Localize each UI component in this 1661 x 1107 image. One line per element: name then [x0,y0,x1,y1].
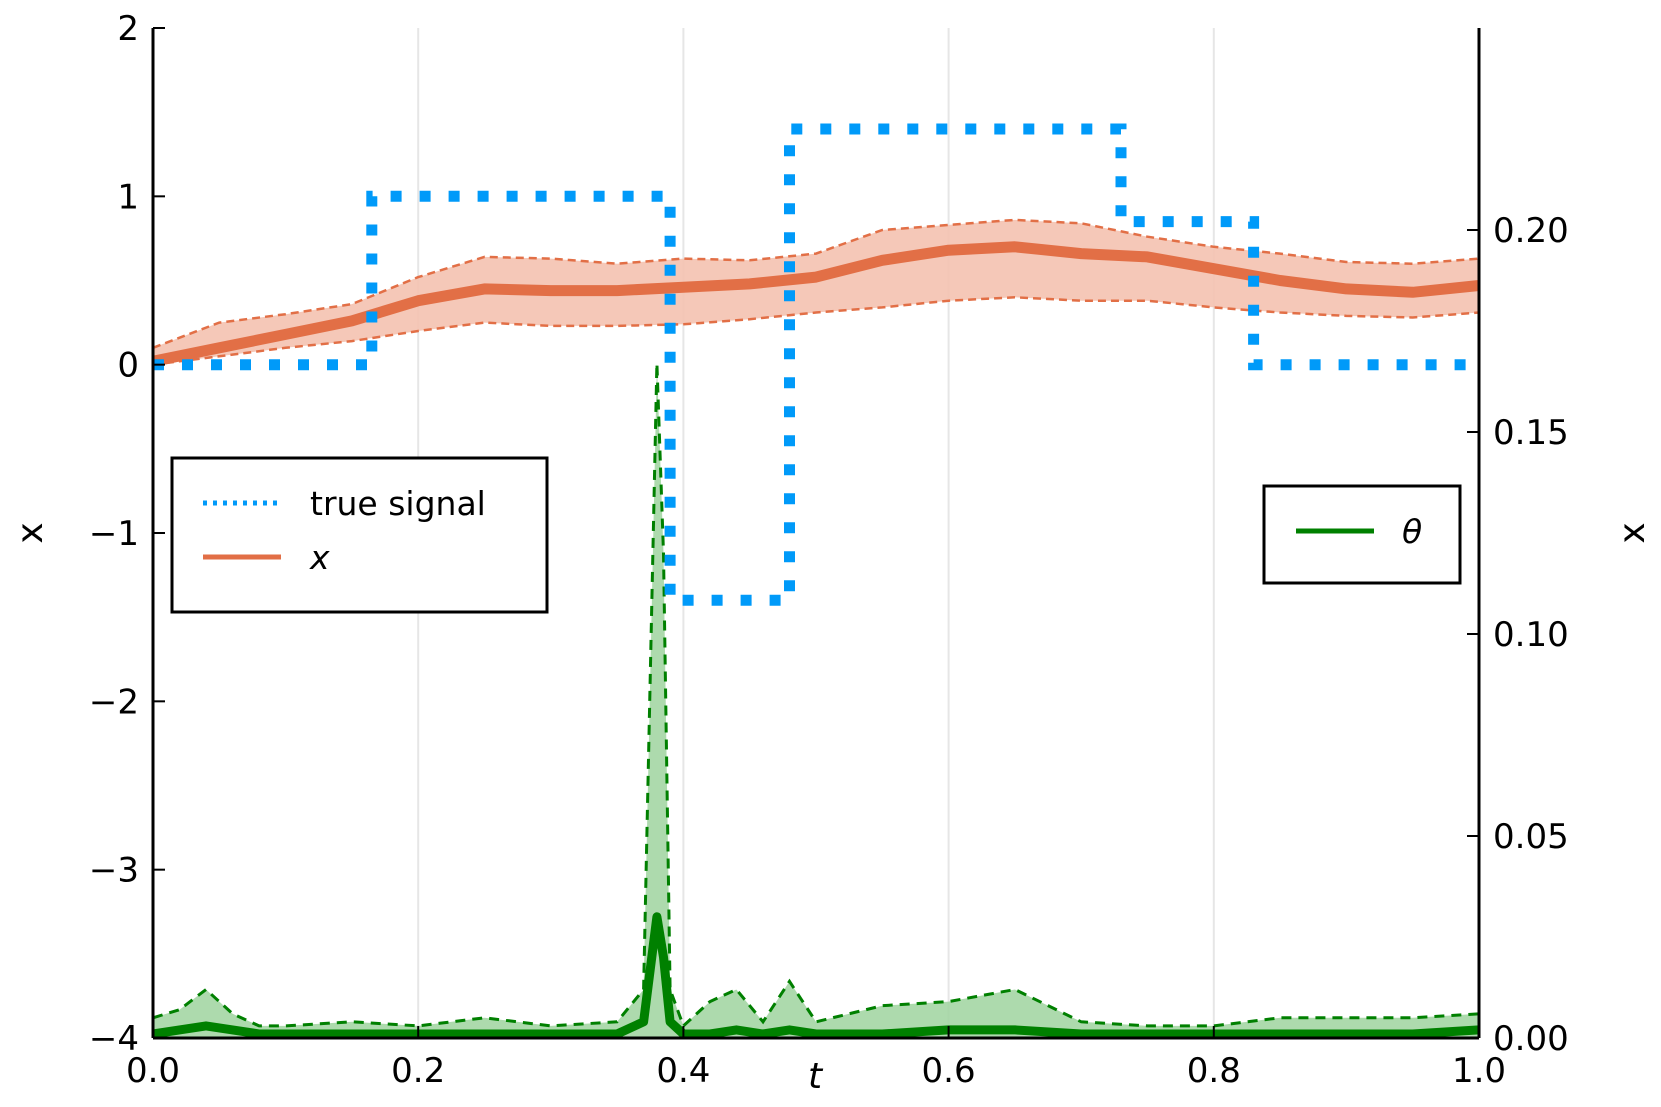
legend-label-theta: θ [1402,512,1422,551]
y-left-tick-label-3: −1 [89,514,139,554]
x-tick-label-5: 1.0 [1452,1051,1506,1091]
x-tick-label-3: 0.6 [922,1051,976,1091]
legend-left: true signal x [170,456,549,614]
series-theta-upper [152,363,1480,1029]
y-left-tick-label-2: 0 [117,346,139,386]
y-left-tick-label-5: −3 [89,851,139,891]
y-axis-label-right: x [1612,522,1653,543]
legend-right: θ [1262,484,1462,585]
x-axis-label: t [808,1056,824,1097]
y-axis-label-left: x [10,522,51,543]
x-tick-label-4: 0.8 [1187,1051,1241,1091]
y-left-tick-label-4: −2 [89,682,139,722]
legend-right-box [1262,484,1462,585]
y-right-tick-label-2: 0.10 [1493,615,1569,655]
y-right-tick-label-4: 0.00 [1493,1019,1569,1059]
x-tick-label-1: 0.2 [391,1051,445,1091]
legend-label-x: x [309,538,330,577]
series-x-upper [152,218,1480,349]
y-right-tick-label-0: 0.20 [1493,211,1569,251]
legend-label-true-signal: true signal [310,484,486,523]
x-tick-label-0: 0.0 [126,1051,180,1091]
y-left-tick-label-0: 2 [117,9,139,49]
y-right-tick-label-1: 0.15 [1493,413,1569,453]
y-left-tick-label-6: −4 [89,1019,139,1059]
y-left-tick-label-1: 1 [117,177,139,217]
y-right-tick-label-3: 0.05 [1493,817,1569,857]
series-theta-line [152,912,1480,1039]
tick-layer: 0.0 0.2 0.4 0.6 0.8 1.0 2 1 0 −1 −2 −3 −4 0.20 0.15 0.1… [89,9,1569,1091]
legend-left-box [170,456,549,614]
x-tick-label-2: 0.4 [656,1051,710,1091]
series-x-band [153,219,1479,365]
